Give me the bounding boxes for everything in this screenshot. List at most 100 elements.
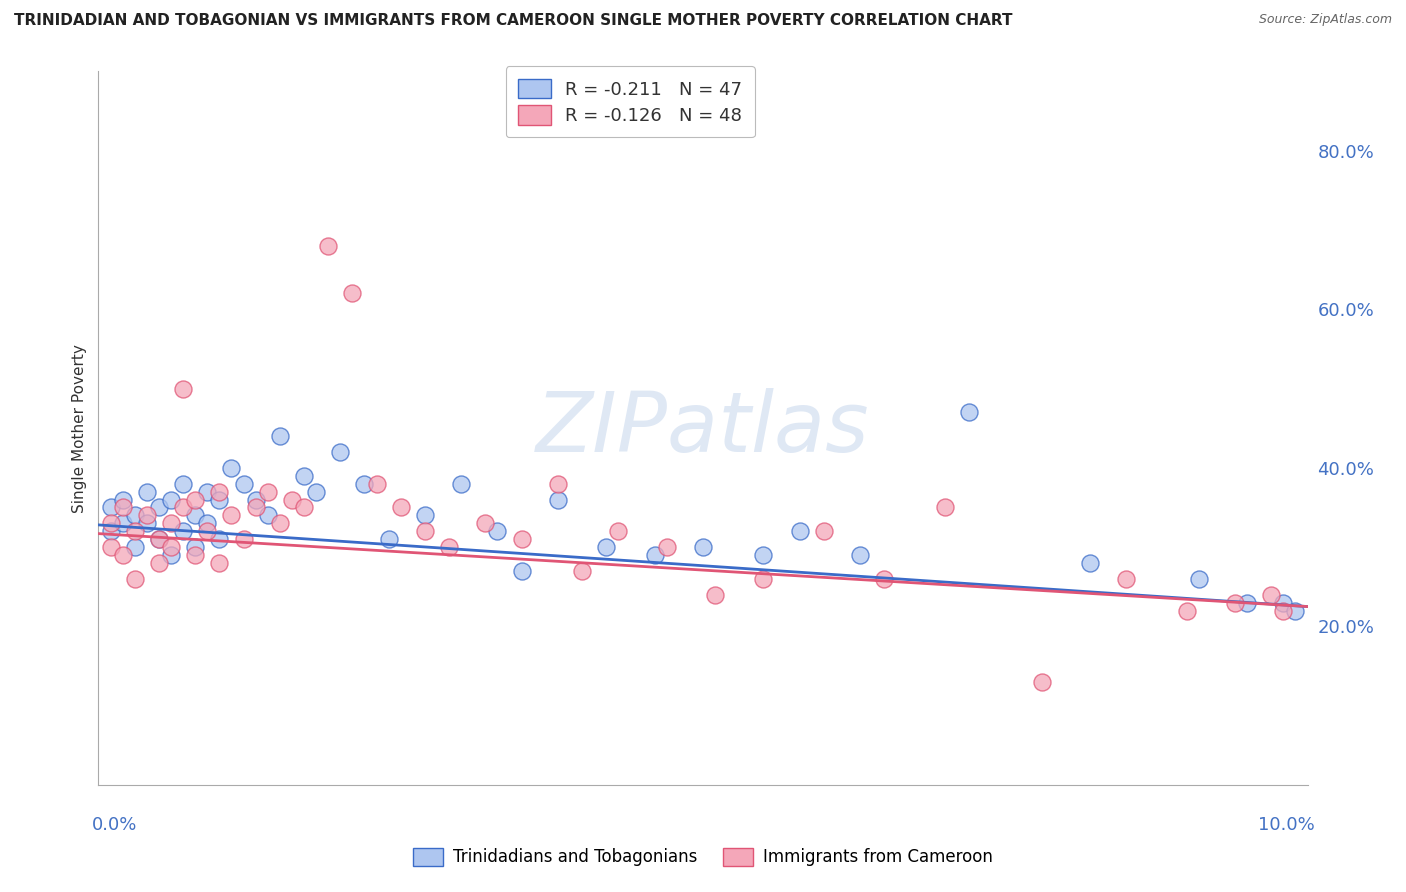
Point (292, 500, 315, 515)
Point (752, 548, 775, 562)
Point (595, 540, 617, 554)
Point (1115, 572, 1137, 586)
Point (172, 524, 194, 539)
Point (1284, 603, 1306, 617)
Point (124, 508, 146, 523)
Point (208, 484, 231, 499)
Point (486, 524, 509, 539)
Point (692, 540, 714, 554)
Point (256, 508, 278, 523)
Legend: R = -0.211   N = 47, R = -0.126   N = 48: R = -0.211 N = 47, R = -0.126 N = 48 (506, 66, 755, 137)
Point (957, 405, 980, 419)
Point (813, 524, 835, 539)
Point (437, 540, 460, 554)
Point (124, 540, 146, 554)
Point (269, 516, 291, 531)
Point (1272, 596, 1295, 610)
Point (752, 572, 775, 586)
Point (353, 476, 375, 491)
Point (366, 476, 388, 491)
Point (474, 516, 496, 531)
Point (316, 239, 339, 253)
Point (281, 492, 304, 507)
Point (1078, 556, 1101, 570)
Point (148, 556, 170, 570)
Point (450, 476, 472, 491)
Point (148, 500, 170, 515)
Point (655, 540, 678, 554)
Point (232, 476, 254, 491)
Point (1031, 674, 1053, 689)
Point (208, 532, 231, 546)
Point (208, 556, 231, 570)
Point (124, 572, 146, 586)
Legend: Trinidadians and Tobagonians, Immigrants from Cameroon: Trinidadians and Tobagonians, Immigrants… (405, 839, 1001, 875)
Point (245, 500, 267, 515)
Point (1223, 596, 1246, 610)
Point (111, 548, 134, 562)
Point (100, 524, 122, 539)
Point (160, 492, 183, 507)
Point (329, 445, 352, 459)
Point (148, 532, 170, 546)
Point (100, 540, 122, 554)
Text: Source: ZipAtlas.com: Source: ZipAtlas.com (1258, 13, 1392, 27)
Point (547, 492, 569, 507)
Point (172, 476, 194, 491)
Text: 10.0%: 10.0% (1258, 816, 1315, 834)
Point (208, 492, 231, 507)
Point (269, 429, 291, 443)
Point (342, 286, 364, 301)
Point (172, 500, 194, 515)
Point (607, 524, 630, 539)
Point (195, 524, 218, 539)
Point (292, 468, 315, 483)
Point (160, 548, 183, 562)
Point (148, 532, 170, 546)
Point (221, 460, 243, 475)
Text: TRINIDADIAN AND TOBAGONIAN VS IMMIGRANTS FROM CAMEROON SINGLE MOTHER POVERTY COR: TRINIDADIAN AND TOBAGONIAN VS IMMIGRANTS… (14, 13, 1012, 29)
Point (789, 524, 811, 539)
Text: 0.0%: 0.0% (91, 816, 136, 834)
Text: ZIPatlas: ZIPatlas (536, 388, 870, 468)
Point (221, 508, 243, 523)
Point (100, 500, 122, 515)
Point (184, 548, 207, 562)
Point (547, 476, 569, 491)
Point (195, 484, 218, 499)
Point (100, 516, 122, 531)
Point (111, 492, 134, 507)
Point (160, 540, 183, 554)
Point (1175, 603, 1198, 617)
Point (256, 484, 278, 499)
Point (245, 492, 267, 507)
Point (135, 516, 157, 531)
Point (849, 548, 872, 562)
Point (172, 382, 194, 396)
Point (510, 564, 533, 578)
Point (377, 532, 399, 546)
Point (111, 500, 134, 515)
Point (160, 516, 183, 531)
Point (184, 540, 207, 554)
Point (1188, 572, 1211, 586)
Point (305, 484, 328, 499)
Point (184, 492, 207, 507)
Point (195, 516, 218, 531)
Point (135, 508, 157, 523)
Point (413, 508, 436, 523)
Point (184, 508, 207, 523)
Point (1260, 588, 1282, 602)
Point (510, 532, 533, 546)
Point (413, 524, 436, 539)
Point (934, 500, 956, 515)
Point (135, 484, 157, 499)
Point (389, 500, 412, 515)
Point (644, 548, 666, 562)
Point (873, 572, 896, 586)
Point (111, 516, 134, 531)
Y-axis label: Single Mother Poverty: Single Mother Poverty (72, 343, 87, 513)
Point (1272, 603, 1295, 617)
Point (124, 524, 146, 539)
Point (571, 564, 593, 578)
